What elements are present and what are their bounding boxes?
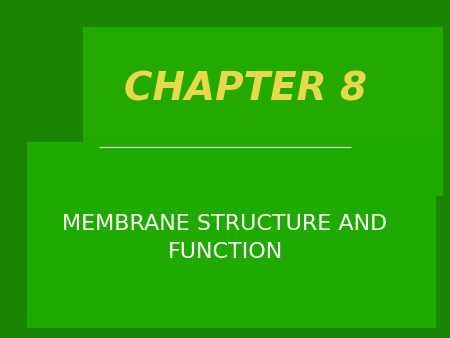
Bar <box>83 27 443 196</box>
Bar <box>27 142 436 328</box>
Text: MEMBRANE STRUCTURE AND
FUNCTION: MEMBRANE STRUCTURE AND FUNCTION <box>63 214 387 262</box>
Text: CHAPTER 8: CHAPTER 8 <box>124 71 367 108</box>
